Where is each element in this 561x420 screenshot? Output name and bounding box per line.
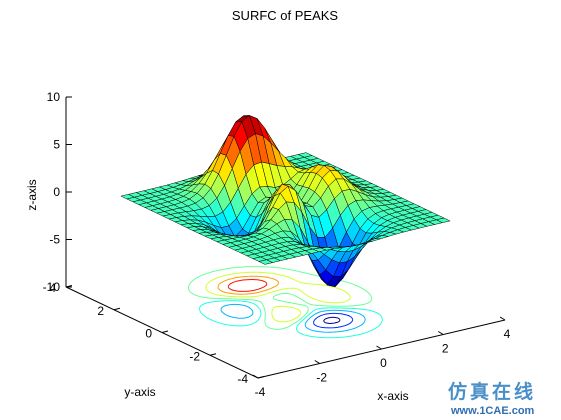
contour-line — [205, 271, 351, 323]
z-tick-label: 0 — [53, 185, 60, 199]
x-tick-label: 2 — [442, 342, 449, 356]
z-tick-label: -10 — [43, 280, 61, 294]
z-tick-label: 10 — [47, 90, 61, 104]
z-tick-label: -5 — [49, 233, 60, 247]
x-tick-mark — [314, 360, 321, 364]
surface-patch — [436, 217, 451, 223]
z-axis-ticks: -10 -5 0 5 10 — [43, 90, 72, 294]
z-axis-label: z-axis — [25, 179, 39, 210]
y-tick-label: 0 — [145, 327, 152, 341]
y-tick-mark — [209, 353, 217, 356]
watermark: 仿真在线 www.1CAE.com — [448, 380, 536, 417]
contour-line — [323, 316, 341, 324]
watermark-url: www.1CAE.com — [450, 405, 535, 417]
x-tick-label: -4 — [255, 385, 266, 399]
surface-mesh — [120, 115, 451, 287]
base-contour-plot — [188, 266, 383, 339]
x-axis-ticks: -4 -2 0 2 4 — [252, 316, 511, 399]
contour-line — [220, 303, 366, 333]
x-tick-label: 0 — [380, 356, 387, 370]
contour-line — [217, 275, 280, 295]
x-tick-mark — [252, 374, 259, 379]
y-tick-mark — [65, 285, 73, 288]
x-tick-mark — [499, 316, 506, 321]
y-tick-label: 4 — [49, 281, 56, 295]
x-tick-label: -2 — [316, 371, 327, 385]
x-tick-mark — [437, 331, 444, 335]
y-tick-label: 2 — [97, 304, 104, 318]
z-tick-label: 5 — [53, 138, 60, 152]
y-tick-label: -2 — [189, 349, 200, 363]
contour-line — [188, 266, 373, 330]
y-tick-label: -4 — [237, 372, 248, 386]
contour-line — [199, 300, 383, 339]
y-axis-ticks: -4 -2 0 2 4 — [49, 281, 265, 386]
x-axis-label: x-axis — [377, 389, 408, 403]
watermark-text: 仿真在线 — [448, 380, 536, 403]
contour-line — [227, 279, 268, 292]
y-axis-label: y-axis — [124, 385, 155, 399]
contour-line — [313, 312, 354, 329]
y-tick-mark — [113, 307, 121, 311]
chart-title: SURFC of PEAKS — [232, 8, 339, 23]
y-tick-mark — [161, 330, 169, 333]
x-tick-mark — [376, 345, 382, 350]
x-tick-label: 4 — [504, 327, 511, 341]
y-tick-mark — [257, 376, 265, 379]
